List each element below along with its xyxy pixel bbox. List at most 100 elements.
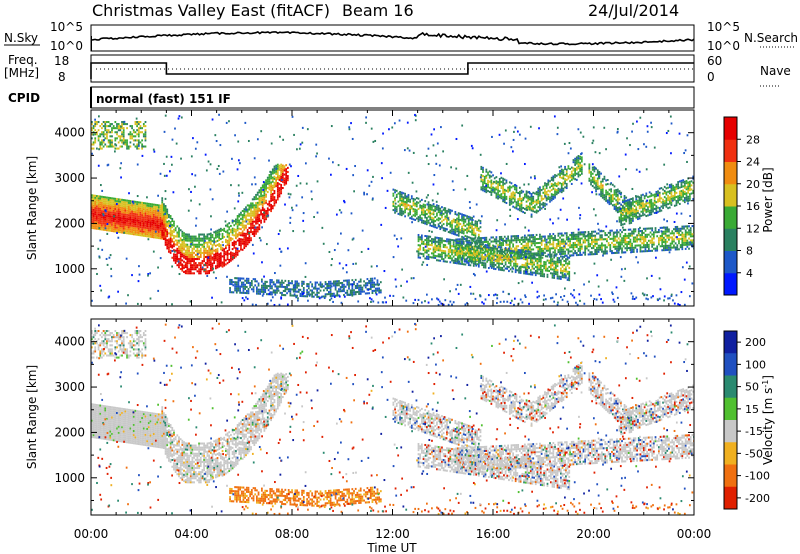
power-cell xyxy=(109,221,112,224)
power-cell xyxy=(615,193,618,196)
power-cell xyxy=(529,238,531,241)
power-cell xyxy=(427,205,430,208)
power-cell xyxy=(243,232,246,235)
power-cell xyxy=(251,233,254,236)
power-cell xyxy=(338,282,340,285)
power-cell xyxy=(281,279,283,282)
power-cell xyxy=(379,289,382,292)
power-cell xyxy=(658,297,661,300)
power-cell xyxy=(139,215,142,218)
power-cell xyxy=(598,173,601,176)
power-cell xyxy=(132,220,135,224)
power-cell xyxy=(144,135,147,138)
power-cell xyxy=(441,220,443,223)
power-cell xyxy=(527,197,530,200)
power-cell xyxy=(530,201,533,204)
power-cell xyxy=(188,233,190,236)
power-cell xyxy=(642,242,645,245)
power-cell xyxy=(623,197,626,200)
power-cell xyxy=(544,239,546,242)
power-cell xyxy=(676,232,679,235)
power-cell xyxy=(517,200,520,203)
power-cell xyxy=(316,289,319,292)
power-cell xyxy=(109,199,112,202)
power-cell xyxy=(551,296,554,299)
power-cell xyxy=(158,222,160,225)
power-cell xyxy=(405,207,408,210)
power-cell xyxy=(238,227,241,230)
power-cell xyxy=(498,244,501,247)
power-cell xyxy=(169,239,172,242)
power-cell xyxy=(635,212,638,215)
power-cell xyxy=(540,241,543,244)
power-cell xyxy=(203,249,205,252)
power-cell xyxy=(525,244,528,247)
power-cell xyxy=(487,183,489,186)
power-cell xyxy=(515,239,518,242)
power-cell xyxy=(209,261,212,264)
power-cell xyxy=(631,246,633,249)
power-cell xyxy=(121,204,123,207)
power-cell xyxy=(261,194,264,197)
power-cell xyxy=(554,239,556,242)
power-cell xyxy=(216,254,219,257)
power-cell xyxy=(91,123,93,126)
power-cell xyxy=(474,222,477,225)
power-cell xyxy=(449,225,452,228)
power-cell xyxy=(276,289,278,292)
power-cell xyxy=(508,245,511,248)
power-cell xyxy=(121,123,123,126)
power-cell xyxy=(280,186,283,189)
power-cell xyxy=(112,230,115,233)
power-cell xyxy=(552,241,555,244)
power-cell xyxy=(214,259,217,262)
power-cell xyxy=(191,255,194,259)
power-cell xyxy=(201,268,204,271)
power-cell xyxy=(178,235,180,238)
power-cell xyxy=(256,216,259,219)
power-cell xyxy=(539,192,541,195)
power-cell xyxy=(208,259,211,262)
power-cell xyxy=(248,222,251,225)
power-cell xyxy=(142,208,145,211)
power-cell xyxy=(203,243,205,246)
power-cell xyxy=(663,247,665,250)
power-cell xyxy=(297,288,300,291)
power-cell xyxy=(676,246,679,249)
power-cell xyxy=(188,235,190,238)
power-cell xyxy=(628,202,631,205)
power-cell xyxy=(651,239,654,242)
power-cell xyxy=(603,196,606,199)
power-cell xyxy=(465,239,468,243)
power-cell xyxy=(329,286,332,289)
power-cell xyxy=(223,264,226,267)
power-cell xyxy=(637,244,640,247)
power-cell xyxy=(500,176,503,179)
power-cell xyxy=(619,239,622,242)
power-cell xyxy=(137,143,140,146)
power-cell xyxy=(626,241,628,244)
power-cell xyxy=(544,237,546,240)
power-cell xyxy=(114,121,117,124)
power-cell xyxy=(273,204,276,207)
power-cell xyxy=(678,303,681,306)
power-cell xyxy=(164,237,167,240)
power-cell xyxy=(437,206,440,210)
power-cell xyxy=(119,229,122,232)
power-cell xyxy=(673,234,675,237)
power-cell xyxy=(641,250,643,253)
power-cell xyxy=(649,241,652,244)
power-cell xyxy=(628,204,631,207)
power-cell xyxy=(231,258,234,261)
power-cell xyxy=(158,206,160,209)
power-cell xyxy=(661,249,664,252)
power-cell xyxy=(131,230,133,233)
power-cell xyxy=(353,293,355,296)
power-cell xyxy=(111,213,113,216)
power-cell xyxy=(255,198,257,201)
power-cell xyxy=(266,209,269,212)
power-cell xyxy=(146,206,149,209)
power-cell xyxy=(487,189,489,193)
power-cell xyxy=(405,199,408,202)
power-cell xyxy=(671,238,674,241)
